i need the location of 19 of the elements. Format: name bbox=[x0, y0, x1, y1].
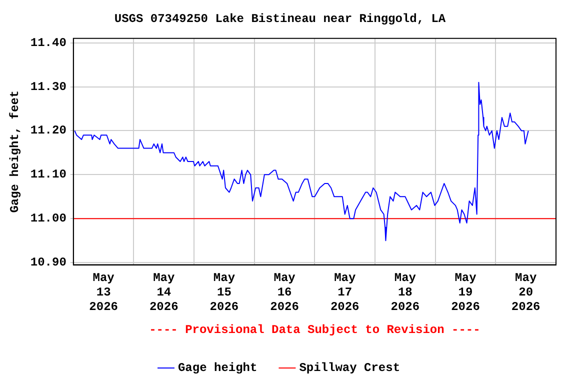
chart-title: USGS 07349250 Lake Bistineau near Ringgold, LA bbox=[114, 12, 446, 26]
y-tick-label: 11.00 bbox=[30, 212, 66, 226]
legend-label: Spillway Crest bbox=[299, 361, 400, 376]
x-tick-label: May 15 2026 bbox=[210, 271, 239, 314]
x-tick-label: May 19 2026 bbox=[451, 271, 480, 314]
text: ---- Provisional Data Subject to Revision ---- bbox=[149, 323, 480, 338]
y-tick-label: 11.10 bbox=[30, 168, 66, 182]
x-tick-label: May 13 2026 bbox=[89, 271, 118, 314]
x-tick-label: May 16 2026 bbox=[270, 271, 299, 314]
x-tick-label: May 14 2026 bbox=[149, 271, 178, 314]
x-tick-label: May 18 2026 bbox=[390, 271, 420, 314]
y-tick-label: 11.20 bbox=[30, 124, 66, 138]
y-tick-label: 11.40 bbox=[30, 36, 66, 50]
x-tick-label: May 20 2026 bbox=[511, 271, 540, 314]
y-tick-label: 11.30 bbox=[30, 80, 66, 94]
x-tick-label: May 17 2026 bbox=[330, 271, 360, 314]
y-tick-label: 10.90 bbox=[30, 256, 66, 270]
legend-label: Gage height bbox=[178, 361, 258, 376]
y-axis-title: Gage height, feet bbox=[8, 90, 22, 213]
